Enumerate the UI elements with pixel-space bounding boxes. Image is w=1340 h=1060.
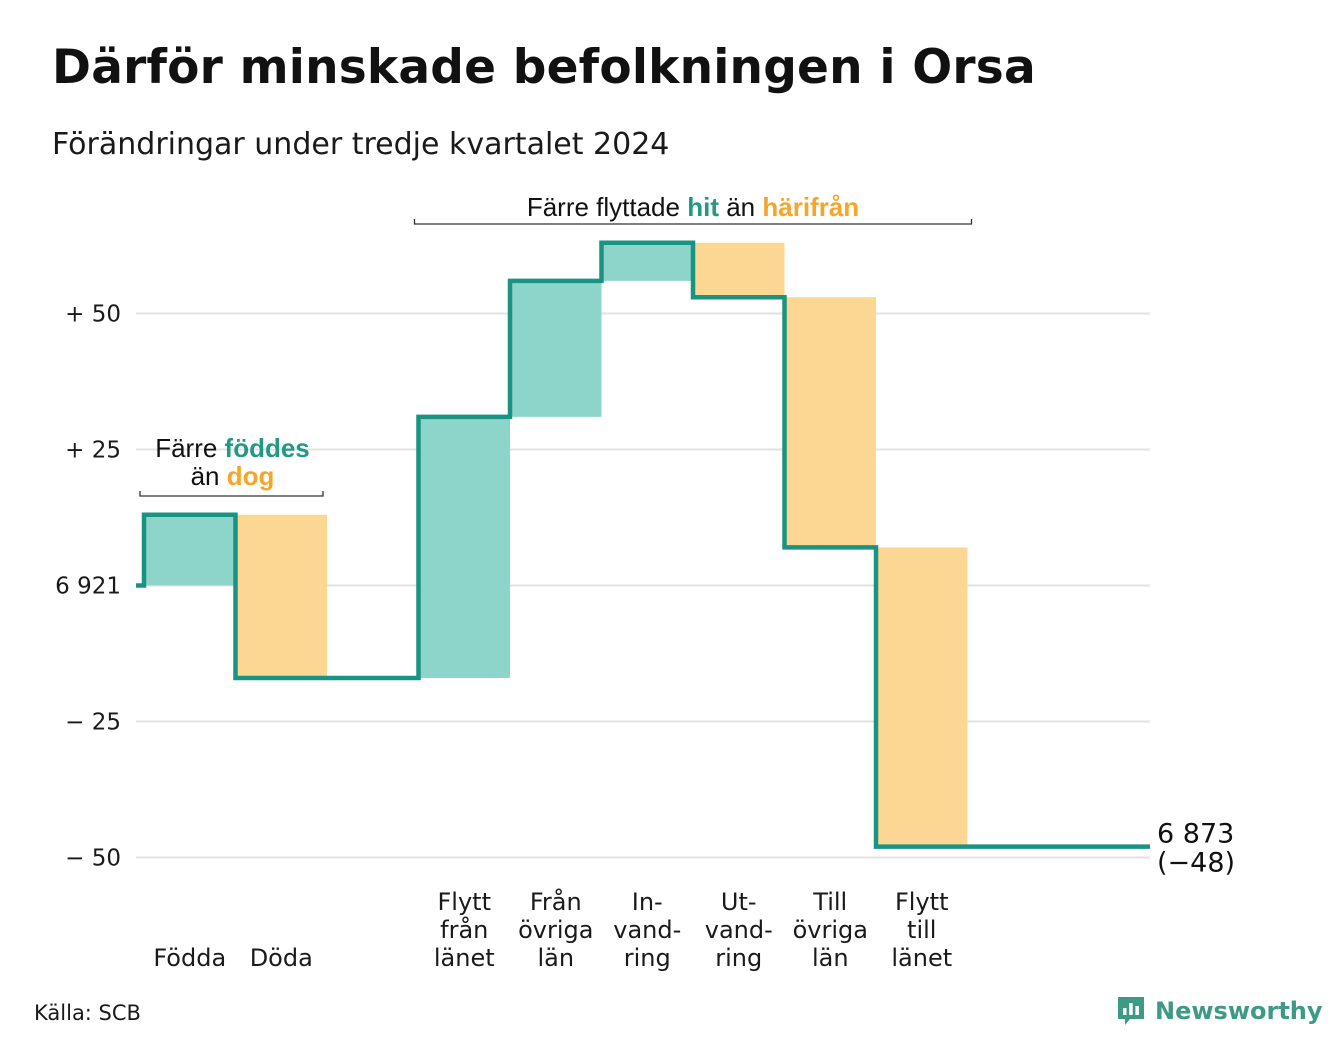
end-value: 6 873: [1157, 819, 1234, 850]
category-label: Födda: [153, 944, 226, 972]
births-deaths-bracket: [139, 491, 324, 497]
category-label: Döda: [250, 944, 313, 972]
grid-lines: [136, 312, 1150, 859]
births-deaths-annotation: Färre föddes än dog: [139, 433, 324, 497]
category-label: Flytt till länet: [891, 888, 952, 972]
newsworthy-logo-icon: [1118, 997, 1144, 1025]
running-total-line: [136, 240, 1150, 849]
bar-döda: [235, 514, 327, 678]
end-change: (−48): [1157, 848, 1235, 879]
y-tick-label: 6 921: [55, 574, 121, 600]
end-value-label: 6 873 (−48): [1157, 819, 1235, 879]
y-tick-label: − 25: [65, 710, 121, 736]
chart-subtitle: Förändringar under tredje kvartalet 2024: [52, 127, 670, 162]
bar-födda: [144, 514, 236, 586]
bar-invandring: [601, 242, 693, 281]
migration-bracket: [413, 219, 973, 225]
step-line: [136, 240, 1150, 849]
annotations: Färre föddes än dog Färre flyttade hit ä…: [139, 192, 973, 497]
category-label: In-vand-ring: [613, 888, 681, 972]
y-tick-label: + 50: [65, 302, 121, 328]
births-deaths-annotation-line1: Färre föddes: [155, 433, 310, 463]
chart-title: Därför minskade befolkningen i Orsa: [52, 40, 1036, 95]
y-tick-label: + 25: [65, 438, 121, 464]
migration-annotation-text: Färre flyttade hit än härifrån: [527, 192, 859, 222]
y-tick-label: − 50: [65, 846, 121, 872]
bar-från-övriga-län: [510, 280, 602, 417]
source-note: Källa: SCB: [34, 1001, 141, 1025]
category-label: Ut-vand-ring: [705, 888, 773, 972]
brand-name: Newsworthy: [1155, 997, 1323, 1025]
category-labels: Födda Döda Flytt från länet Från övriga län In-v…: [153, 887, 952, 972]
bar-till-övriga-län: [784, 297, 876, 548]
bar-flytt-från-länet: [418, 416, 510, 678]
waterfall-bars: [144, 242, 968, 847]
births-deaths-annotation-line2: än dog: [191, 461, 275, 491]
migration-annotation: Färre flyttade hit än härifrån: [413, 192, 973, 225]
bar-flytt-till-länet: [876, 547, 968, 847]
category-label: Flytt från länet: [434, 888, 495, 972]
category-label: Till övriga län: [793, 888, 868, 972]
category-label: Från övriga län: [518, 887, 593, 972]
bar-utvandring: [693, 242, 785, 298]
y-axis-ticks: + 50 + 25 6 921 − 25 − 50: [55, 302, 121, 872]
brand-logo: Newsworthy: [1116, 994, 1323, 1028]
